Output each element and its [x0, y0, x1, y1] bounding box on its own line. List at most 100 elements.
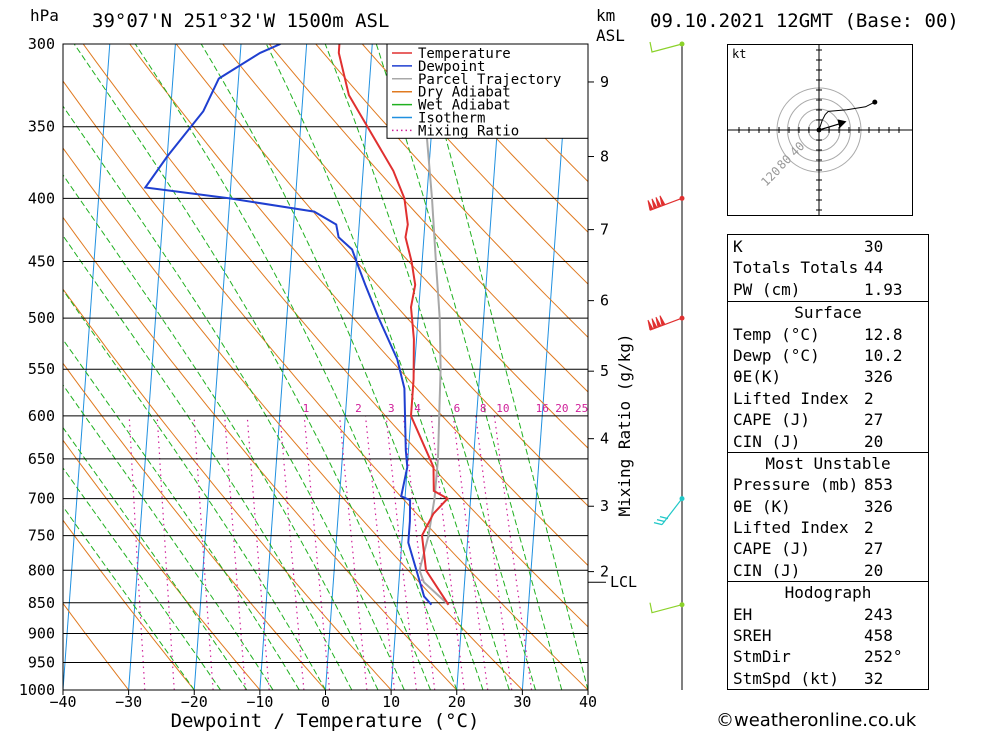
- general-index-value: 30: [864, 237, 884, 256]
- plot-frame: [62, 43, 589, 691]
- hodograph-index-label: StmDir: [733, 647, 791, 667]
- lcl-label: LCL: [610, 573, 637, 591]
- most-unstable-index-row: θE (K) 326: [728, 496, 928, 517]
- most-unstable-index-label: CIN (J): [733, 560, 801, 580]
- wet-adiabat-line: [63, 467, 221, 690]
- dry-adiabat-line: [268, 44, 588, 393]
- wind-barb: [649, 602, 685, 614]
- dry-adiabat-line: [361, 44, 588, 285]
- x-tick-label: 20: [448, 693, 466, 711]
- hodograph-index-row: SREH 458: [728, 625, 928, 646]
- surface-index-row: CIN (J) 20: [728, 431, 928, 452]
- most-unstable-section: Most Unstable Pressure (mb) 853 θE (K) 326 L…: [728, 451, 928, 581]
- general-index-label: Totals Totals: [733, 258, 859, 278]
- wind-barb-pennant: [647, 319, 654, 331]
- indices-table: K 30 Totals Totals 44 PW (cm) 1.93 Surface Te…: [727, 234, 929, 691]
- height-tick-label: 5: [600, 362, 609, 380]
- most-unstable-index-value: 27: [864, 539, 884, 559]
- pressure-tick-label: 550: [28, 360, 55, 378]
- wind-barb-pennant: [659, 315, 666, 326]
- isotherm-line: [325, 44, 373, 690]
- height-unit-km: km: [596, 6, 616, 25]
- isotherm-line: [456, 44, 505, 690]
- mixing-ratio-line: [156, 415, 175, 690]
- copyright[interactable]: ©weatheronline.co.uk: [716, 710, 917, 731]
- hodograph-title: Hodograph: [784, 583, 872, 603]
- datetime-title: 09.10.2021 12GMT (Base: 00): [650, 10, 959, 32]
- height-tick-label: 2: [600, 563, 609, 581]
- dry-adiabat-line: [63, 602, 129, 690]
- legend-entry: Mixing Ratio: [418, 123, 519, 139]
- dry-adiabat-line: [129, 44, 588, 567]
- pressure-tick-label: 800: [28, 561, 55, 579]
- pressure-tick-label: 350: [28, 118, 55, 136]
- surface-index-value: 20: [864, 431, 884, 451]
- wet-adiabat-line: [324, 44, 536, 690]
- wind-barb: [647, 315, 685, 331]
- height-unit-asl: ASL: [596, 26, 625, 45]
- hodograph-index-value: 458: [864, 626, 893, 646]
- x-tick-label: −20: [181, 693, 208, 711]
- wet-adiabat-line: [134, 44, 458, 690]
- general-index-row: PW (cm) 1.93: [728, 279, 928, 300]
- dry-adiabat-line: [82, 44, 588, 628]
- hodograph-trace: [818, 101, 876, 131]
- wind-barb-shaft: [649, 41, 683, 53]
- mixing-ratio-label: 6: [454, 402, 461, 415]
- wind-barb: [649, 41, 685, 53]
- pressure-tick-label: 950: [28, 653, 55, 671]
- surface-index-value: 12.8: [864, 324, 903, 344]
- pressure-tick-label: 700: [28, 490, 55, 508]
- general-index-value: 44: [864, 258, 884, 278]
- general-index-value: 1.93: [864, 279, 903, 299]
- dry-adiabat-line: [63, 519, 195, 690]
- wind-barb-feather: [653, 522, 663, 526]
- most-unstable-index-label: Lifted Index: [733, 518, 849, 538]
- hodograph-end-dot: [872, 99, 878, 105]
- wind-barb: [653, 496, 685, 526]
- x-axis-label: Dewpoint / Temperature (°C): [171, 710, 480, 732]
- surface-index-value: 27: [864, 410, 884, 430]
- surface-index-row: Temp (°C) 12.8: [728, 324, 928, 345]
- mixing-ratio-line: [246, 415, 270, 690]
- surface-index-label: CIN (J): [733, 431, 801, 451]
- pressure-tick-label: 400: [28, 189, 55, 207]
- pressure-tick-label: 300: [28, 35, 55, 53]
- surface-title: Surface: [794, 303, 862, 323]
- x-tick-label: −10: [246, 693, 273, 711]
- height-tick-label: 4: [600, 430, 609, 448]
- dry-adiabat-line: [63, 216, 458, 690]
- isotherm-line: [128, 44, 176, 690]
- pressure-tick-label: 1000: [19, 681, 55, 699]
- hodograph-index-row: EH 243: [728, 604, 928, 625]
- legend-entry: Dry Adiabat: [418, 85, 511, 101]
- pressure-tick-label: 850: [28, 594, 55, 612]
- surface-index-value: 10.2: [864, 345, 903, 365]
- pressure-tick-label: 900: [28, 624, 55, 642]
- general-index-row: Totals Totals 44: [728, 257, 928, 278]
- wind-barb-feather: [659, 516, 669, 520]
- surface-index-row: θE(K) 326: [728, 366, 928, 387]
- x-tick-label: 0: [321, 693, 330, 711]
- wind-barb-pennant: [655, 197, 662, 208]
- parcel-trajectory-line: [415, 44, 450, 606]
- wind-barb-shaft: [649, 602, 683, 614]
- dry-adiabat-line: [63, 147, 523, 690]
- mixing-ratio-label: 1: [303, 402, 310, 415]
- dry-adiabat-line: [63, 362, 326, 690]
- pressure-tick-label: 650: [28, 450, 55, 468]
- dry-adiabat-line: [315, 44, 588, 339]
- mixing-ratio-label: 4: [414, 402, 421, 415]
- wet-adiabat-line: [63, 105, 405, 690]
- mixing-ratio-line: [493, 415, 533, 690]
- surface-index-label: Dewp (°C): [733, 345, 820, 365]
- hodograph-unit: kt: [732, 47, 746, 61]
- x-tick-label: −30: [115, 693, 142, 711]
- general-index-label: PW (cm): [733, 279, 801, 299]
- location-title: 39°07'N 251°32'W 1500m ASL: [92, 10, 390, 32]
- x-tick-label: 40: [579, 693, 597, 711]
- pressure-unit: hPa: [30, 6, 59, 25]
